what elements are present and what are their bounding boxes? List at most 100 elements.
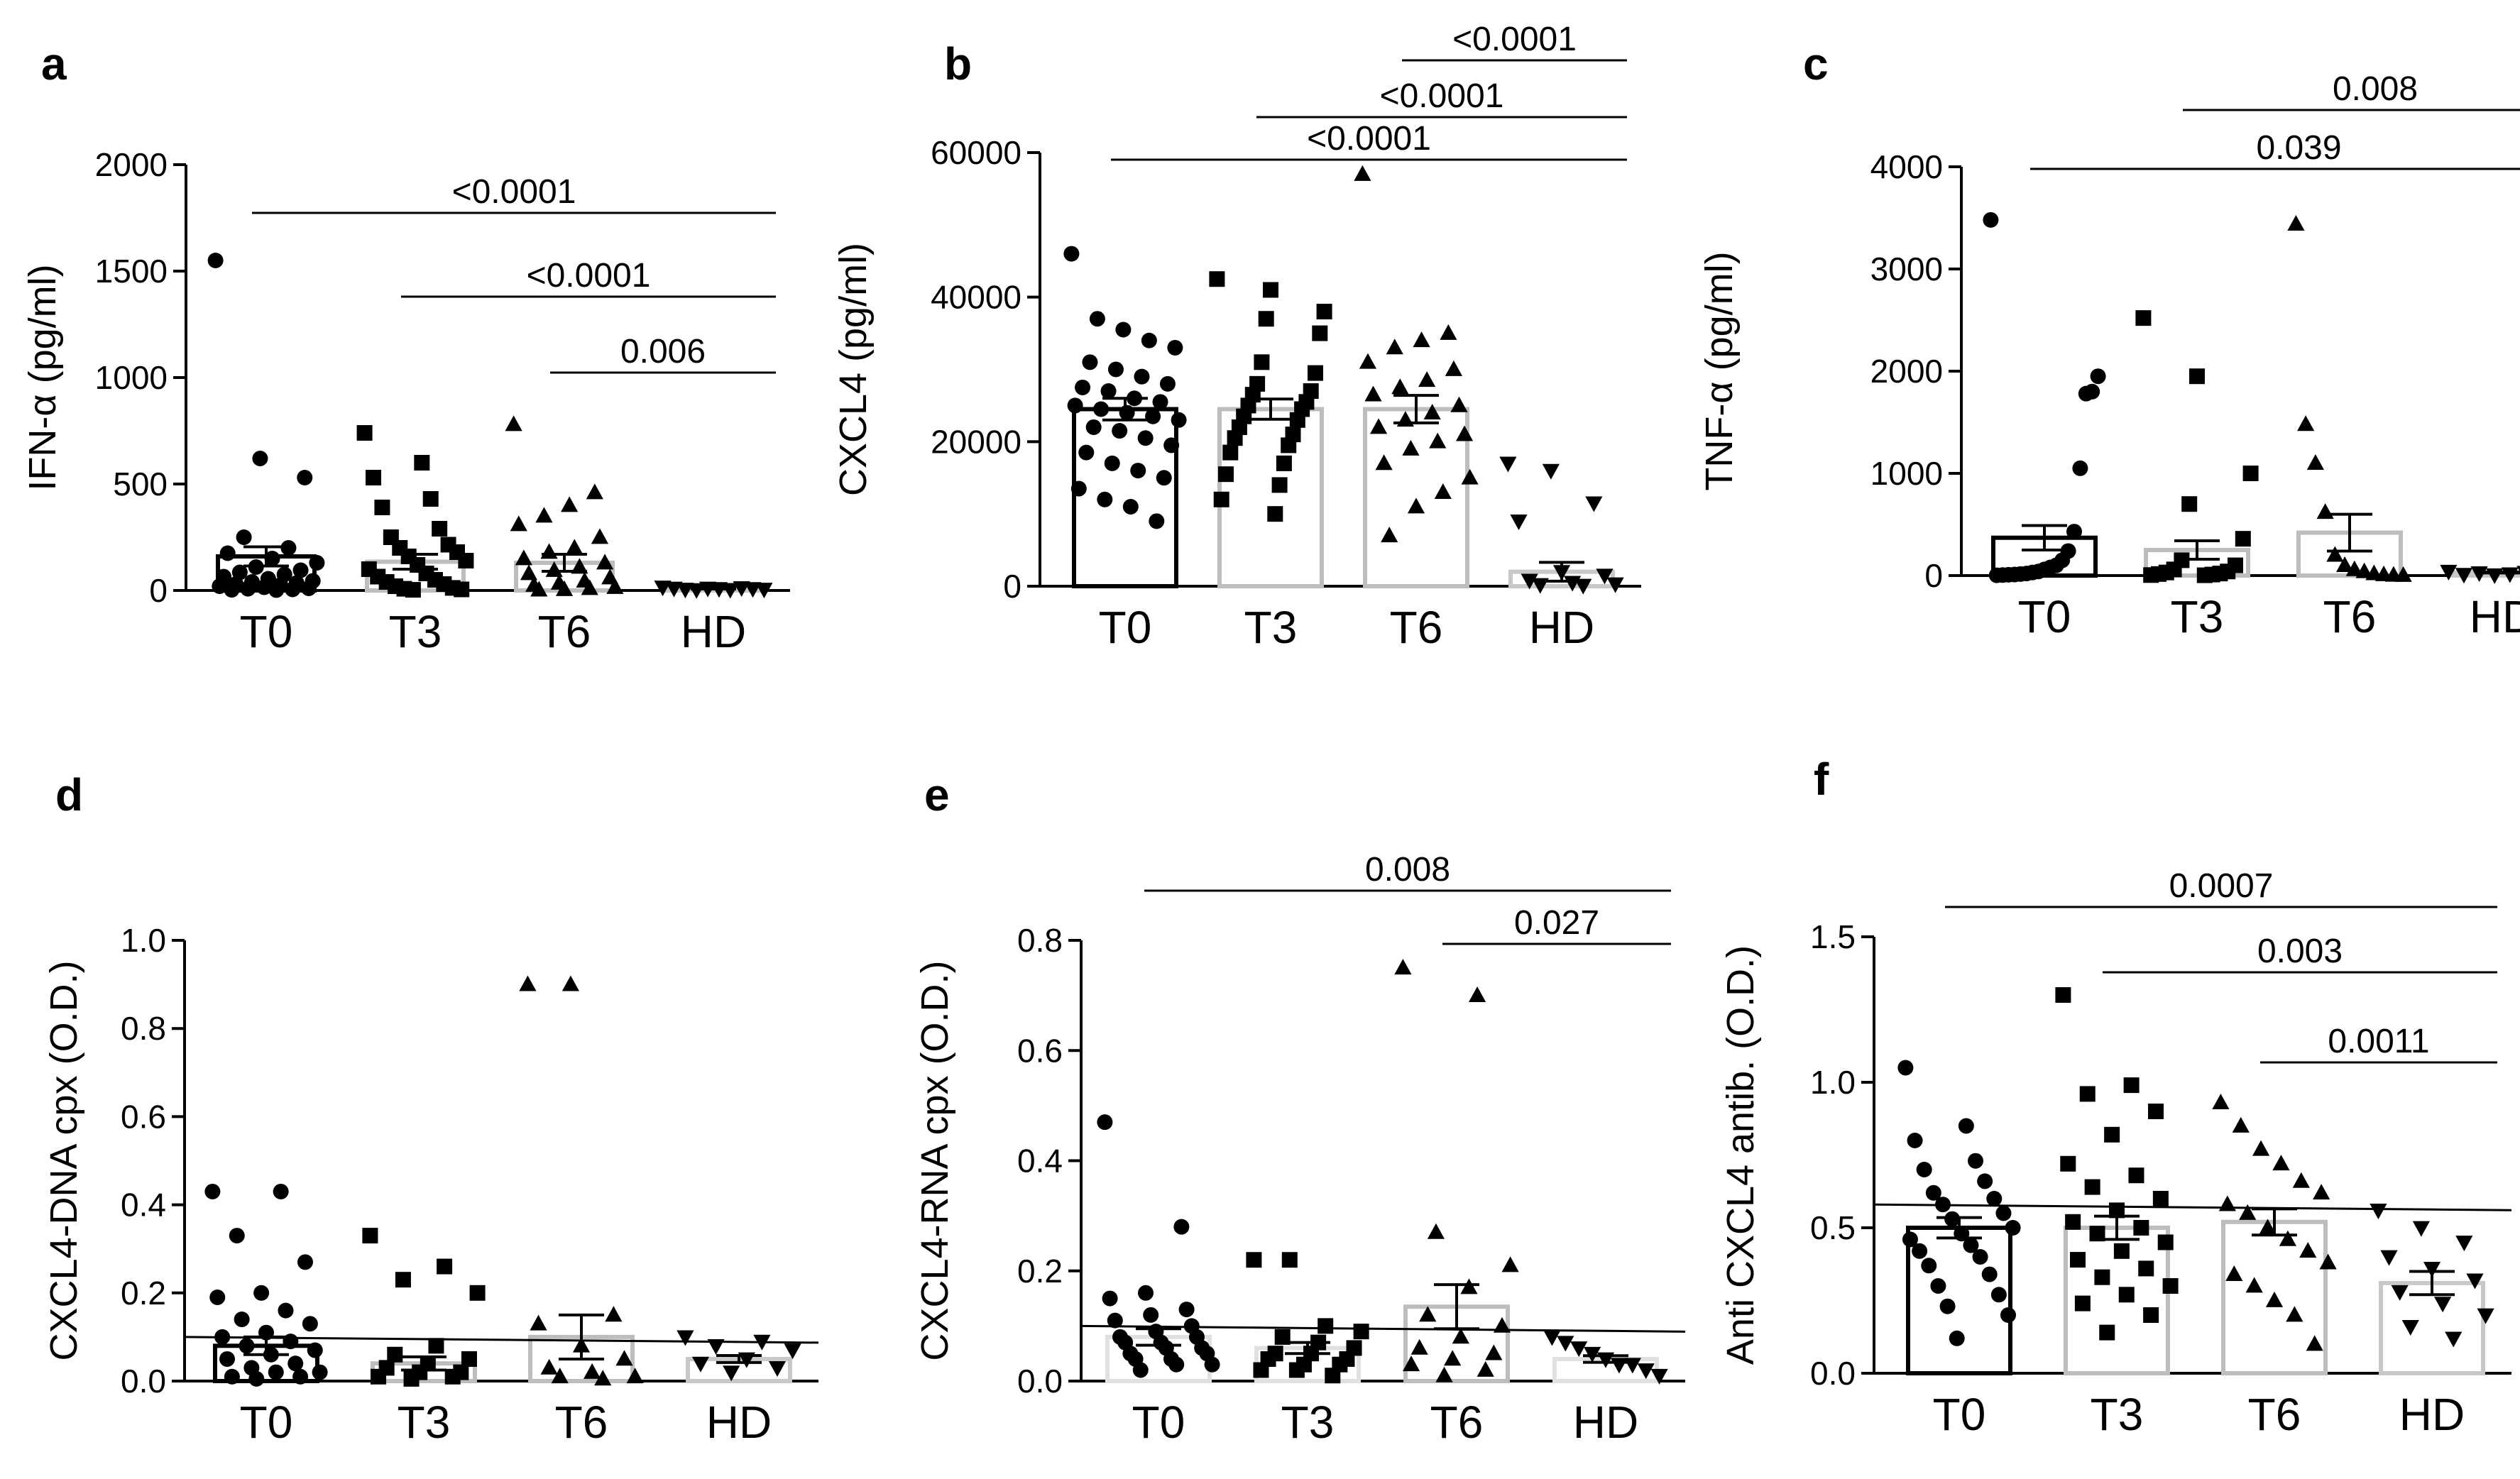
category-label: T6 <box>555 1397 608 1448</box>
data-point <box>1501 1256 1519 1272</box>
data-point <box>2265 1291 2284 1307</box>
data-point <box>2440 564 2458 581</box>
category-label: T0 <box>1099 602 1152 653</box>
data-point <box>1434 483 1452 499</box>
y-tick-label: 2000 <box>95 146 168 183</box>
data-point <box>1407 497 1425 514</box>
data-point <box>1274 1329 1291 1345</box>
panel-letter: b <box>944 38 972 89</box>
data-point <box>1316 304 1332 320</box>
data-point <box>2218 1195 2236 1211</box>
data-point <box>2162 1278 2179 1294</box>
threshold-line <box>184 1336 819 1344</box>
data-point <box>292 562 309 578</box>
data-point <box>1156 470 1172 486</box>
category-label: T3 <box>2091 1389 2144 1440</box>
data-point <box>374 500 390 515</box>
data-point <box>437 1258 453 1275</box>
data-point <box>1359 353 1377 369</box>
data-point <box>1570 1341 1588 1358</box>
data-point <box>2445 1331 2463 1348</box>
data-point <box>1312 325 1328 341</box>
data-point <box>1429 432 1447 449</box>
significance-label: 0.008 <box>1365 851 1450 889</box>
data-point <box>1276 455 1292 471</box>
data-point <box>2279 1230 2296 1246</box>
data-point <box>1391 378 1409 395</box>
y-axis-label: CXCL4-RNA cpx (O.D.) <box>914 960 956 1360</box>
data-point <box>2455 568 2473 584</box>
data-point <box>584 1363 601 1379</box>
data-point <box>1093 401 1110 417</box>
data-point <box>1419 1306 1437 1322</box>
data-point <box>691 1356 710 1373</box>
data-point <box>307 1342 323 1358</box>
category-label: T6 <box>2248 1389 2301 1440</box>
significance-label: 0.0011 <box>2328 1023 2429 1060</box>
data-point <box>1981 1266 1998 1282</box>
data-point <box>551 1368 569 1384</box>
y-tick-label: 0.0 <box>121 1363 166 1400</box>
data-point <box>297 1254 313 1270</box>
data-point <box>264 551 280 566</box>
data-point <box>2123 1077 2140 1094</box>
data-point <box>239 1338 255 1354</box>
data-point <box>676 583 694 599</box>
data-point <box>1986 1191 2003 1206</box>
panel-c: c 0 1000 2000 3000 4000 TNF-α (pg/ml) T0 T3 T6 HD 0… <box>1698 38 2520 642</box>
y-tick-label: 20000 <box>931 423 1021 460</box>
data-point <box>2090 368 2106 385</box>
category-label: T3 <box>389 606 442 657</box>
y-tick-label: 0 <box>1003 568 1021 605</box>
data-point <box>2138 1260 2154 1277</box>
data-point <box>1325 1368 1341 1384</box>
data-point <box>2306 1335 2323 1351</box>
data-point <box>469 1285 486 1301</box>
data-point <box>236 529 252 545</box>
data-point <box>2189 368 2205 385</box>
category-label: T3 <box>1244 602 1298 653</box>
data-point <box>581 579 598 595</box>
y-axis-label: CXCL4-DNA cpx (O.D.) <box>43 960 85 1360</box>
data-point <box>1585 496 1603 512</box>
significance-label: 0.0007 <box>2169 867 2274 905</box>
panel-letter: e <box>924 769 950 820</box>
data-point <box>454 581 470 598</box>
data-point <box>605 1306 623 1322</box>
data-point <box>395 1272 411 1288</box>
data-point <box>784 1343 801 1360</box>
data-point <box>1650 1368 1668 1385</box>
data-point <box>2181 496 2198 512</box>
data-point <box>1916 1162 1932 1177</box>
data-point <box>256 579 273 595</box>
data-point <box>1134 368 1150 385</box>
data-point <box>2143 1307 2159 1323</box>
data-point <box>387 1346 403 1363</box>
data-point <box>1281 437 1297 453</box>
data-point <box>1990 1287 2007 1303</box>
data-point <box>1596 568 1614 585</box>
data-point <box>1445 360 1463 376</box>
data-point <box>594 1370 612 1386</box>
significance-label: 0.006 <box>620 333 706 370</box>
data-point <box>422 491 439 507</box>
data-point <box>1213 491 1229 507</box>
category-label: HD <box>1573 1397 1638 1448</box>
data-point <box>1173 1219 1190 1235</box>
data-point <box>1138 1285 1154 1301</box>
y-tick-label: 40000 <box>931 279 1021 316</box>
data-point <box>1944 1211 1961 1227</box>
data-point <box>1082 354 1098 370</box>
data-point <box>1204 1356 1220 1373</box>
data-point <box>1078 444 1095 461</box>
data-point <box>2316 503 2334 519</box>
data-point <box>285 581 301 598</box>
data-point <box>1521 573 1538 590</box>
data-point <box>1102 1290 1118 1307</box>
data-point <box>1452 1328 1469 1344</box>
data-point <box>2094 1269 2110 1285</box>
data-point <box>2065 1214 2081 1230</box>
data-point <box>545 561 563 577</box>
category-label: HD <box>1529 602 1594 653</box>
data-point <box>2394 566 2412 582</box>
